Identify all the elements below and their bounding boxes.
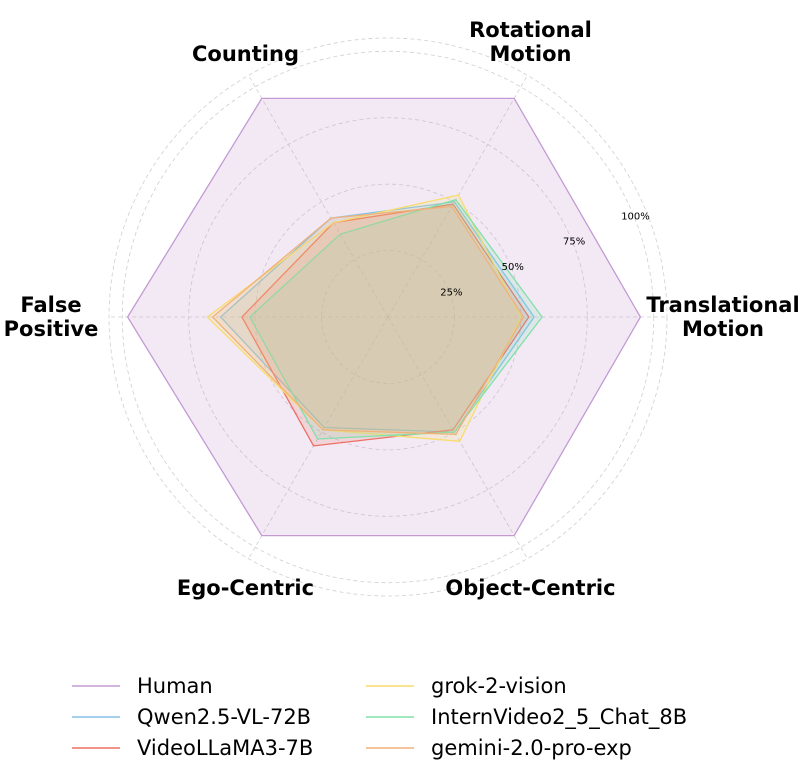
series-human [126,97,642,537]
axis-label-translational-motion: Translational Motion [646,293,799,341]
grid-spoke-5 [387,316,528,559]
legend-item-human: Human [72,674,213,698]
tick-label-50: 50% [502,262,524,273]
series-videollama3-7b [241,203,530,447]
legend-label: VideoLLaMA3-7B [137,736,313,760]
legend-label: InternVideo2_5_Chat_8B [431,705,687,730]
tick-label-25: 25% [440,288,462,299]
legend-item-grok-2-vision: grok-2-vision [366,674,567,698]
legend-item-videollama3-7b: VideoLLaMA3-7B [72,736,313,760]
tick-label-100: 100% [621,211,650,222]
legend-item-gemini-2-0-pro-exp: gemini-2.0-pro-exp [366,736,632,760]
legend-item-qwen2-5-vl-72b: Qwen2.5-VL-72B [72,705,311,729]
legend-label: grok-2-vision [431,674,567,698]
grid-spoke-2 [248,75,389,318]
radar-series [126,97,642,537]
axis-label-rotational-motion: Rotational Motion [469,18,592,66]
grid-spoke-1 [387,75,528,318]
grid-spoke-4 [248,316,389,559]
axis-label-object-centric: Object-Centric [445,576,615,600]
axis-label-counting: Counting [192,42,299,66]
tick-label-75: 75% [563,237,585,248]
grid-ring-outer [108,37,668,597]
radial-tick-labels: 25% 50% 75% 100% [440,211,650,298]
radar-grid [108,37,668,597]
series-gemini-2-0-pro-exp [211,205,525,436]
axis-label-ego-centric: Ego-Centric [177,576,314,600]
legend-label: Qwen2.5-VL-72B [137,705,311,729]
axis-label-false-positive: False Positive [4,293,99,341]
series-internvideo2-5-chat-8b [249,198,543,440]
legend: Human Qwen2.5-VL-72B VideoLLaMA3-7B grok-2-… [72,674,687,760]
legend-item-internvideo2-5-chat-8b: InternVideo2_5_Chat_8B [366,705,687,730]
grid-ring-100 [121,50,655,584]
series-grok-2-vision [206,194,522,442]
legend-label: Human [137,674,213,698]
legend-label: gemini-2.0-pro-exp [431,736,632,760]
axis-labels: Translational Motion Rotational Motion Count… [4,18,800,600]
